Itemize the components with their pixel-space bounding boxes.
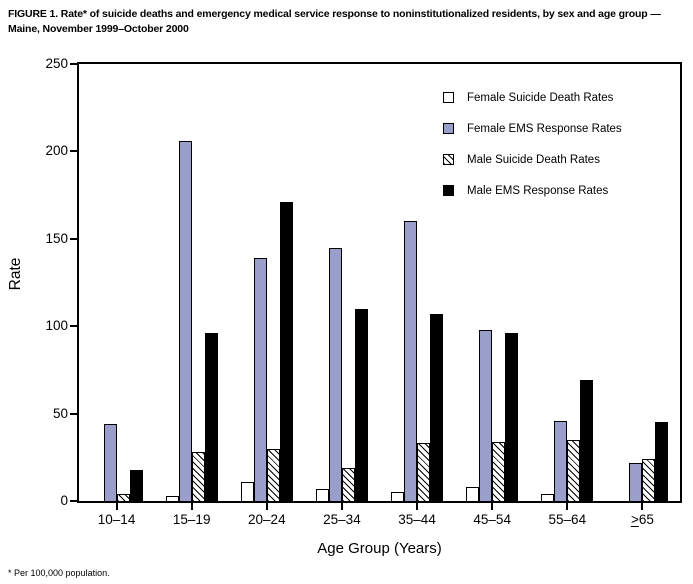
bar-male_ems-2 <box>204 333 218 501</box>
bar-male_ems-5 <box>430 314 444 501</box>
bar-female_ems-3 <box>253 258 267 501</box>
x-tick-label-8: >65 <box>630 512 654 527</box>
legend-item-male_suicide: Male Suicide Death Rates <box>443 144 622 175</box>
bar-female_suicide-4 <box>315 489 329 501</box>
x-tick-label-5: 35–44 <box>398 512 436 527</box>
x-axis-labels: 10–14 15–19 20–24 25–34 35–44 45–54 55–64 >65 <box>79 512 680 527</box>
x-tick-label-3: 20–24 <box>248 512 286 527</box>
bar-group-8 <box>605 64 680 501</box>
bar-male_suicide-5 <box>417 443 431 501</box>
y-tick-mark-0 <box>70 500 77 502</box>
legend-label-female_ems: Female EMS Response Rates <box>467 122 622 135</box>
y-tick-label-50: 50 <box>52 405 68 421</box>
bar-group-3 <box>229 64 304 501</box>
bar-female_ems-6 <box>479 330 493 501</box>
bar-female_ems-4 <box>328 248 342 501</box>
y-tick-label-100: 100 <box>45 318 68 334</box>
bar-male_suicide-1 <box>116 494 130 501</box>
y-tick-mark-200 <box>70 150 77 153</box>
bar-group-5 <box>380 64 455 501</box>
legend-swatch-female_ems <box>443 123 454 134</box>
legend-label-male_ems: Male EMS Response Rates <box>467 184 609 197</box>
plot-area: Female Suicide Death Rates Female EMS Res… <box>77 62 682 503</box>
bar-female_ems-2 <box>178 141 192 501</box>
bar-female_ems-7 <box>554 421 568 501</box>
bar-group-7 <box>530 64 605 501</box>
legend-swatch-male_ems <box>443 185 454 196</box>
bar-female_suicide-3 <box>240 482 254 501</box>
x-tick-label-4: 25–34 <box>323 512 361 527</box>
bar-group-6 <box>455 64 530 501</box>
x-tick-mark-6 <box>491 503 494 510</box>
y-tick-mark-100 <box>70 325 77 328</box>
y-tick-mark-150 <box>70 237 77 240</box>
bar-group-4 <box>304 64 379 501</box>
legend-swatch-female_suicide <box>443 92 454 103</box>
x-tick-mark-7 <box>566 503 569 510</box>
x-tick-label-1: 10–14 <box>97 512 136 527</box>
bar-male_suicide-8 <box>642 459 656 501</box>
x-tick-mark-4 <box>340 503 343 510</box>
legend-label-male_suicide: Male Suicide Death Rates <box>467 153 600 166</box>
bar-male_suicide-2 <box>191 452 205 501</box>
x-tick-label-6: 45–54 <box>473 512 511 527</box>
bar-male_suicide-6 <box>492 442 506 501</box>
bar-female_suicide-5 <box>391 492 405 501</box>
bar-male_suicide-7 <box>567 440 581 501</box>
bar-group-1 <box>79 64 154 501</box>
x-tick-mark-5 <box>416 503 419 510</box>
bar-female_suicide-6 <box>466 487 480 501</box>
bar-female_ems-8 <box>629 463 643 501</box>
bar-male_ems-6 <box>505 333 519 501</box>
bar-male_suicide-3 <box>266 449 280 501</box>
y-tick-mark-50 <box>70 412 77 415</box>
footnote: * Per 100,000 population. <box>8 568 110 578</box>
y-tick-label-150: 150 <box>45 230 68 246</box>
figure-title: FIGURE 1. Rate* of suicide deaths and em… <box>8 8 661 35</box>
bar-male_suicide-4 <box>341 468 355 501</box>
legend: Female Suicide Death Rates Female EMS Res… <box>443 82 622 206</box>
x-tick-mark-8 <box>641 503 644 510</box>
y-tick-label-250: 250 <box>45 56 68 71</box>
bar-male_ems-8 <box>655 422 669 501</box>
legend-item-female_ems: Female EMS Response Rates <box>443 113 622 144</box>
x-tick-mark-1 <box>115 503 118 510</box>
legend-item-female_suicide: Female Suicide Death Rates <box>443 82 622 113</box>
legend-item-male_ems: Male EMS Response Rates <box>443 175 622 206</box>
x-tick-label-7: 55–64 <box>548 512 587 527</box>
x-tick-label-2: 15–19 <box>172 512 211 527</box>
y-tick-label-0: 0 <box>60 493 68 508</box>
bar-female_suicide-7 <box>541 494 555 501</box>
bar-male_ems-7 <box>580 380 594 501</box>
x-tick-mark-3 <box>265 503 268 510</box>
bar-female_ems-1 <box>103 424 117 501</box>
legend-label-female_suicide: Female Suicide Death Rates <box>467 91 614 104</box>
bar-male_ems-1 <box>129 470 143 501</box>
bar-female_suicide-2 <box>165 496 179 501</box>
y-axis-title: Rate <box>7 257 24 291</box>
bars-region <box>79 64 680 501</box>
bar-female_ems-5 <box>404 221 418 501</box>
y-tick-label-200: 200 <box>45 143 68 159</box>
y-tick-mark-250 <box>70 63 77 65</box>
legend-swatch-male_suicide <box>443 154 454 165</box>
bar-group-2 <box>154 64 229 501</box>
x-tick-mark-2 <box>190 503 193 510</box>
bar-male_ems-3 <box>279 202 293 501</box>
x-axis-title: Age Group (Years) <box>317 540 442 557</box>
bar-male_ems-4 <box>354 309 368 501</box>
